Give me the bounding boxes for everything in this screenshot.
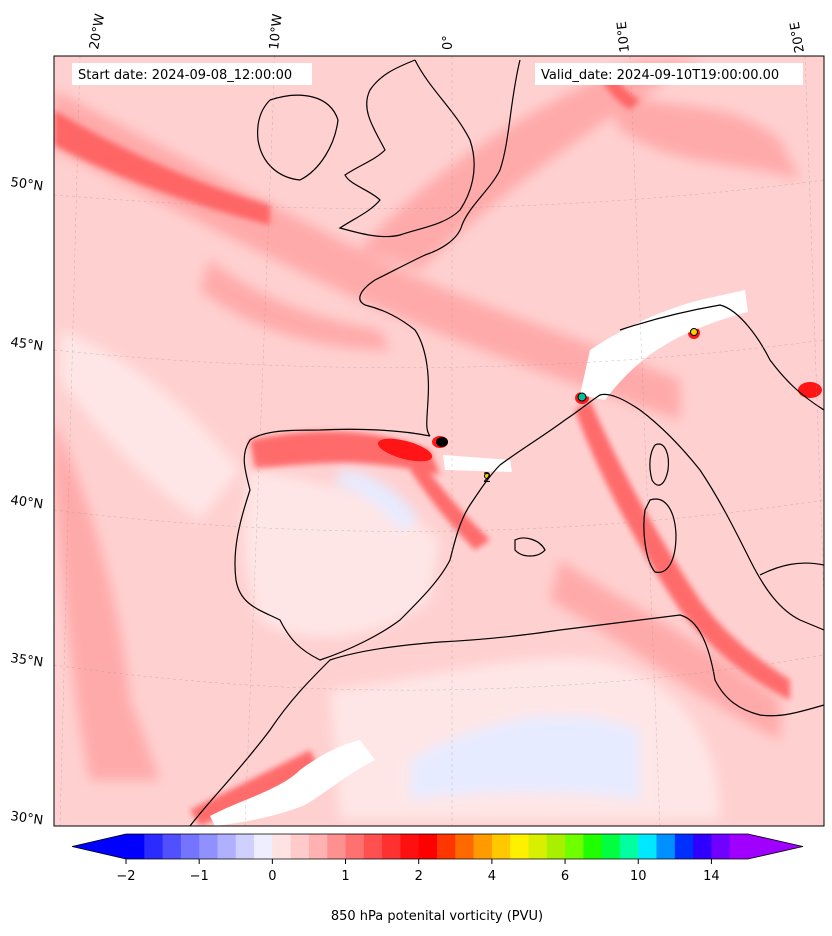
graticule	[54, 56, 824, 826]
colorbar-tick-label: 10	[630, 869, 647, 884]
pv-moderate-bands	[54, 60, 800, 780]
colorbar-segment	[674, 834, 694, 859]
lon-label-20e: 20°E	[788, 21, 808, 54]
coast-sicily	[759, 562, 824, 576]
colorbar-segment	[583, 834, 603, 859]
colorbar-segment	[437, 834, 456, 859]
coast-adriatic	[619, 304, 824, 411]
coast-corsica	[649, 443, 670, 486]
colorbar-segment	[473, 834, 493, 859]
colorbar-under-arrow	[72, 834, 126, 859]
colorbar-segment	[290, 834, 310, 859]
pv-weak-regions	[60, 330, 720, 820]
colorbar-segment	[711, 834, 731, 859]
colorbar-segment	[601, 834, 621, 859]
longitude-labels: 20°W 10°W 0° 10°E 20°E	[87, 13, 808, 54]
colorbar-label: 850 hPa potenital vorticity (PVU)	[331, 909, 543, 924]
lat-label-35n: 35°N	[9, 651, 44, 670]
coast-north-africa	[189, 614, 824, 826]
colorbar-segment	[363, 834, 383, 859]
lat-label-45n: 45°N	[9, 335, 44, 354]
colorbar-segment	[345, 834, 365, 859]
coast-iberia	[234, 428, 501, 661]
lat-label-50n: 50°N	[9, 175, 44, 194]
colorbar-segment	[272, 834, 292, 859]
colorbar-segment	[400, 834, 420, 859]
colorbar-segment	[199, 834, 218, 859]
coast-france-italy	[499, 393, 824, 631]
coast-britain	[338, 59, 475, 238]
colorbar-segment	[510, 834, 529, 859]
latitude-labels: 50°N 45°N 40°N 35°N 30°N	[9, 175, 44, 828]
valid-date-box	[535, 63, 803, 85]
lon-label-0: 0°	[441, 35, 456, 50]
coastlines	[189, 59, 824, 826]
colorbar-tick-label: −1	[190, 869, 209, 884]
colorbar-over-arrow	[748, 834, 803, 859]
colorbar-segment	[217, 834, 237, 859]
colorbar-segment	[254, 834, 273, 859]
colorbar: −2 −1 0 1 2 4 6 10 14	[71, 833, 804, 884]
colorbar-segment	[638, 834, 657, 859]
map-frame	[53, 55, 825, 827]
colorbar-tick-label: 4	[488, 869, 496, 884]
colorbar-tick-label: −2	[116, 869, 135, 884]
lat-label-40n: 40°N	[9, 493, 44, 512]
start-date-box	[72, 63, 312, 85]
colorbar-segment	[656, 834, 676, 859]
lon-label-20w: 20°W	[87, 13, 108, 51]
contour-label: 2	[483, 471, 491, 486]
station-markers	[436, 328, 698, 479]
lon-label-10e: 10°E	[615, 20, 633, 53]
coast-mallorca	[514, 537, 546, 557]
start-date-label: Start date: 2024-09-08_12:00:00	[78, 68, 292, 83]
lat-label-30n: 30°N	[9, 809, 44, 828]
lon-label-10w: 10°W	[267, 13, 286, 50]
terrain-mask	[210, 290, 748, 826]
colorbar-tick-label: 14	[703, 869, 720, 884]
colorbar-segment	[126, 834, 145, 859]
coast-ireland	[257, 94, 339, 181]
colorbar-segment	[528, 834, 548, 859]
colorbar-segment	[418, 834, 438, 859]
map-area: 2 Start date: 2024-09-08_12:00:00 Valid_…	[54, 56, 824, 826]
colorbar-segment	[565, 834, 584, 859]
colorbar-segment	[491, 834, 511, 859]
colorbar-segment	[235, 834, 255, 859]
colorbar-segment	[546, 834, 566, 859]
valid-date-label: Valid_date: 2024-09-10T19:00:00.00	[541, 68, 779, 83]
colorbar-segment	[162, 834, 182, 859]
colorbar-segment	[180, 834, 200, 859]
coast-sardinia	[643, 498, 677, 573]
colorbar-segment	[308, 834, 328, 859]
colorbar-segment	[144, 834, 163, 859]
colorbar-tick-label: 6	[561, 869, 569, 884]
colorbar-segment	[382, 834, 401, 859]
colorbar-tick-label: 2	[415, 869, 423, 884]
colorbar-segment	[455, 834, 474, 859]
colorbar-segment	[693, 834, 712, 859]
colorbar-segment	[327, 834, 346, 859]
colorbar-segment	[619, 834, 639, 859]
colorbar-tick-label: 1	[341, 869, 349, 884]
colorbar-segment	[729, 834, 749, 859]
coast-europe-mainland	[359, 59, 521, 437]
colorbar-tick-label: 0	[268, 869, 276, 884]
